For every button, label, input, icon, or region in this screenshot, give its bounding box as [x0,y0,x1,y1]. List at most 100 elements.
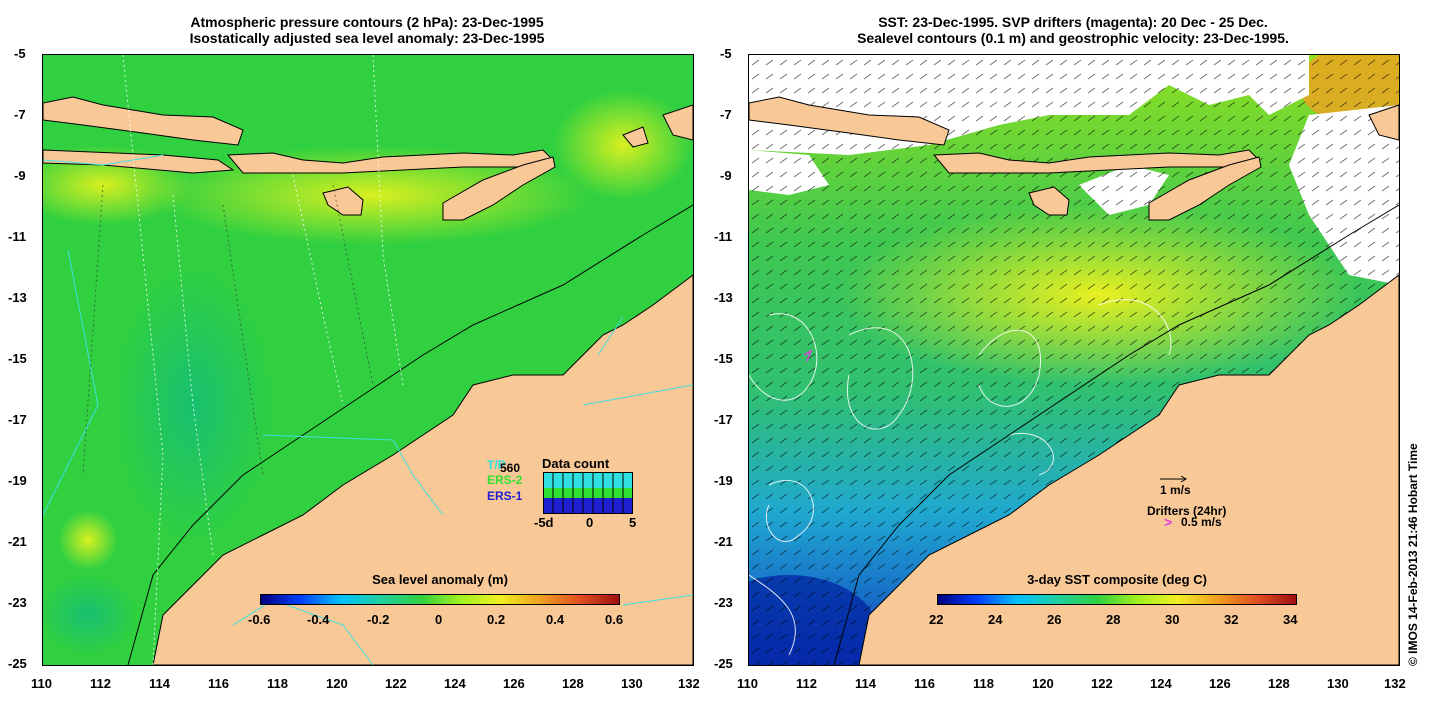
right-title-line1: SST: 23-Dec-1995. SVP drifters (magenta)… [878,14,1268,30]
right-y-tick: -25 [714,656,733,671]
right-x-tick: 130 [1327,676,1349,691]
left-y-tick: -5 [14,46,26,61]
data-count-frame [543,472,633,514]
sea-level-map-svg [43,55,693,665]
left-y-tick: -17 [8,412,27,427]
left-x-tick: 110 [31,676,52,691]
boundary-line-east [582,384,693,406]
sst-sumba-island [1028,186,1070,216]
sst-shelf-contour [833,204,1399,665]
left-x-tick: 118 [267,676,288,691]
right-y-tick: -13 [714,290,733,305]
left-x-tick: 124 [444,676,466,691]
track-1 [222,204,264,476]
boundary-line-north [43,154,164,166]
topex-bars [543,472,633,488]
right-x-tick: 116 [914,676,935,691]
boundary-line-central [262,434,444,516]
right-y-tick: -7 [720,107,732,122]
data-count-x-label: 5 [629,515,637,530]
left-title-line2: Isostatically adjusted sea level anomaly… [189,30,545,46]
sealevel-contour-6 [749,574,796,656]
sla-colorbar-label: 0.6 [605,612,624,627]
sla-colorbar-label: -0.2 [367,612,390,627]
small-island-east [622,126,649,148]
sunda-islands-chain [226,149,554,174]
left-y-tick: -19 [8,473,27,488]
right-title-line2: Sealevel contours (0.1 m) and geostrophi… [857,30,1289,46]
right-y-tick: -15 [714,351,733,366]
data-count-x-label: -5d [534,515,554,530]
sea-level-map[interactable] [42,54,694,666]
sla-colorbar-label: -0.6 [248,612,271,627]
drifter-symbol: > [1164,514,1173,530]
boundary-lines [43,154,693,665]
left-x-tick: 116 [208,676,229,691]
track-3 [332,184,374,386]
right-x-tick: 120 [1032,676,1054,691]
sst-colorbar-title: 3-day SST composite (deg C) [1027,572,1207,587]
sst-colorbar-label: 34 [1283,612,1298,627]
right-y-tick: -5 [720,46,732,61]
sla-low-south [43,575,138,655]
sst-timor-island [1148,156,1262,221]
right-x-tick: 128 [1268,676,1290,691]
left-x-tick: 114 [149,676,170,691]
left-x-tick: 130 [621,676,643,691]
pressure-contour-1 [122,55,164,665]
right-x-tick: 132 [1384,676,1406,691]
right-y-tick: -11 [714,229,733,244]
sealevel-contour-1 [749,313,818,401]
sealevel-contour-3 [978,329,1041,407]
pressure-contours [122,55,404,665]
sst-colorbar-label: 22 [929,612,944,627]
sst-australia-landmass [858,274,1399,665]
left-y-tick: -25 [8,656,27,671]
ers1-label: ERS-1 [487,489,523,503]
drifters-scale: 0.5 m/s [1181,515,1222,529]
left-y-tick: -23 [8,595,27,610]
sealevel-contour-4 [1008,432,1054,476]
sla-colorbar-label: -0.4 [307,612,330,627]
boundary-line-west [43,249,99,516]
velocity-scale-label: 1 m/s [1160,483,1191,497]
java-south-coast [43,149,235,174]
boundary-line-southeast [622,594,693,606]
sla-colorbar-label: 0 [435,612,443,627]
data-count-bars [543,472,633,514]
sealevel-contour-5 [765,479,814,542]
left-title-line1: Atmospheric pressure contours (2 hPa): 2… [190,14,544,30]
left-title: Atmospheric pressure contours (2 hPa): 2… [42,14,692,46]
sst-sunda-chain [932,149,1260,174]
sealevel-contour-7 [1098,299,1172,356]
right-x-tick: 114 [855,676,876,691]
pressure-contour-4 [372,55,404,386]
right-y-tick: -9 [720,168,732,183]
topex-label: T/P [487,458,506,472]
left-x-tick: 120 [326,676,348,691]
data-count-x-label: 0 [586,515,594,530]
sealevel-contour-2 [847,327,914,430]
data-count-chart [543,472,633,514]
sla-high-southwest [58,510,118,570]
left-x-tick: 126 [503,676,525,691]
track-2 [82,184,104,476]
right-x-tick: 122 [1091,676,1113,691]
australia-landmass [152,274,693,665]
sst-colorbar-label: 24 [988,612,1003,627]
sla-colorbar-title: Sea level anomaly (m) [372,572,508,587]
left-y-tick: -13 [8,290,27,305]
right-y-tick: -17 [714,412,733,427]
java-bali-island [43,96,244,146]
sealevel-contours [749,299,1172,656]
sst-colorbar-label: 32 [1224,612,1239,627]
sst-islands [749,96,1399,221]
sla-colorbar-label: 0.2 [487,612,506,627]
shelf-contour [127,204,693,665]
sst-map[interactable] [748,54,1400,666]
right-x-tick: 112 [796,676,817,691]
sst-colorbar-label: 26 [1047,612,1062,627]
sst-map-svg [749,55,1399,665]
right-y-tick: -23 [714,595,733,610]
right-x-tick: 126 [1209,676,1231,691]
